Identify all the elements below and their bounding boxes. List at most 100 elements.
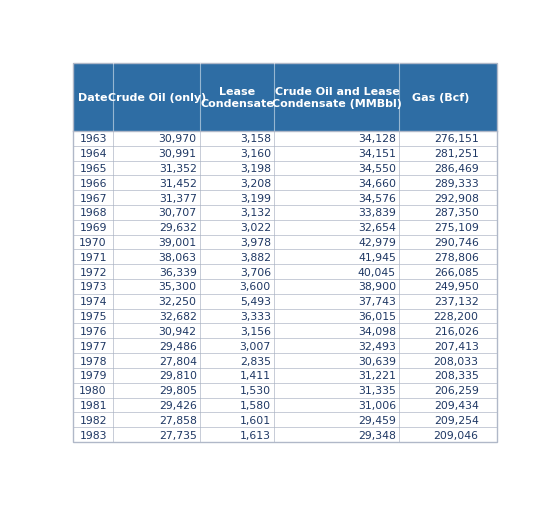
Text: 29,805: 29,805 bbox=[158, 385, 197, 395]
Bar bbox=[73, 132, 497, 146]
Text: 1973: 1973 bbox=[80, 282, 107, 292]
Bar bbox=[73, 280, 497, 294]
Text: 1967: 1967 bbox=[80, 193, 107, 203]
Text: 1970: 1970 bbox=[80, 237, 107, 247]
Text: 281,251: 281,251 bbox=[434, 149, 479, 159]
Text: 275,109: 275,109 bbox=[434, 223, 479, 233]
Text: 1971: 1971 bbox=[80, 252, 107, 263]
Text: 208,033: 208,033 bbox=[434, 356, 479, 366]
Text: 36,015: 36,015 bbox=[358, 312, 396, 322]
Text: 1,580: 1,580 bbox=[240, 400, 271, 410]
Text: 29,426: 29,426 bbox=[159, 400, 197, 410]
Text: 29,459: 29,459 bbox=[358, 415, 396, 425]
Text: 228,200: 228,200 bbox=[434, 312, 479, 322]
Text: 216,026: 216,026 bbox=[434, 326, 479, 336]
Text: 31,006: 31,006 bbox=[358, 400, 396, 410]
Text: 27,858: 27,858 bbox=[159, 415, 197, 425]
Text: Crude Oil and Lease
Condensate (MMBbl): Crude Oil and Lease Condensate (MMBbl) bbox=[272, 86, 402, 109]
Text: 290,746: 290,746 bbox=[434, 237, 479, 247]
Text: 207,413: 207,413 bbox=[434, 341, 479, 351]
Text: 289,333: 289,333 bbox=[434, 178, 479, 188]
Text: 206,259: 206,259 bbox=[434, 385, 479, 395]
Text: 209,046: 209,046 bbox=[434, 430, 479, 440]
Text: 32,250: 32,250 bbox=[158, 297, 197, 307]
Text: 1,601: 1,601 bbox=[240, 415, 271, 425]
Text: 1963: 1963 bbox=[80, 134, 107, 144]
Bar bbox=[73, 427, 497, 442]
Text: 1969: 1969 bbox=[80, 223, 107, 233]
Bar bbox=[73, 206, 497, 220]
Text: 1979: 1979 bbox=[80, 371, 107, 381]
Text: 237,132: 237,132 bbox=[434, 297, 479, 307]
Text: 292,908: 292,908 bbox=[434, 193, 479, 203]
Text: 1,613: 1,613 bbox=[240, 430, 271, 440]
Text: 38,063: 38,063 bbox=[158, 252, 197, 263]
Text: 1,530: 1,530 bbox=[240, 385, 271, 395]
Text: 3,978: 3,978 bbox=[240, 237, 271, 247]
Text: 29,348: 29,348 bbox=[358, 430, 396, 440]
Text: 3,706: 3,706 bbox=[240, 267, 271, 277]
Bar bbox=[73, 146, 497, 161]
Text: 36,339: 36,339 bbox=[159, 267, 197, 277]
Text: 3,208: 3,208 bbox=[240, 178, 271, 188]
Text: 30,942: 30,942 bbox=[158, 326, 197, 336]
Text: 209,254: 209,254 bbox=[434, 415, 479, 425]
Text: 1975: 1975 bbox=[80, 312, 107, 322]
Text: 5,493: 5,493 bbox=[240, 297, 271, 307]
Text: 30,639: 30,639 bbox=[358, 356, 396, 366]
Text: 266,085: 266,085 bbox=[434, 267, 479, 277]
Text: 1976: 1976 bbox=[80, 326, 107, 336]
Bar bbox=[73, 64, 497, 132]
Text: 209,434: 209,434 bbox=[434, 400, 479, 410]
Text: 2,835: 2,835 bbox=[240, 356, 271, 366]
Bar bbox=[73, 161, 497, 176]
Text: 1977: 1977 bbox=[80, 341, 107, 351]
Text: 29,810: 29,810 bbox=[158, 371, 197, 381]
Text: 34,151: 34,151 bbox=[358, 149, 396, 159]
Text: Lease
Condensate: Lease Condensate bbox=[200, 86, 274, 109]
Text: 1974: 1974 bbox=[80, 297, 107, 307]
Text: 249,950: 249,950 bbox=[434, 282, 479, 292]
Text: 39,001: 39,001 bbox=[158, 237, 197, 247]
Text: 38,900: 38,900 bbox=[358, 282, 396, 292]
Text: 278,806: 278,806 bbox=[434, 252, 479, 263]
Text: 1981: 1981 bbox=[80, 400, 107, 410]
Bar bbox=[73, 294, 497, 309]
Bar bbox=[73, 383, 497, 398]
Text: 30,991: 30,991 bbox=[158, 149, 197, 159]
Text: 3,882: 3,882 bbox=[240, 252, 271, 263]
Bar bbox=[73, 191, 497, 206]
Text: 3,156: 3,156 bbox=[240, 326, 271, 336]
Text: 3,198: 3,198 bbox=[240, 164, 271, 174]
Text: 41,945: 41,945 bbox=[358, 252, 396, 263]
Text: 37,743: 37,743 bbox=[358, 297, 396, 307]
Text: 29,486: 29,486 bbox=[159, 341, 197, 351]
Text: 3,007: 3,007 bbox=[240, 341, 271, 351]
Text: 32,654: 32,654 bbox=[358, 223, 396, 233]
Text: 42,979: 42,979 bbox=[358, 237, 396, 247]
Bar bbox=[73, 339, 497, 354]
Bar bbox=[73, 265, 497, 280]
Text: 1983: 1983 bbox=[80, 430, 107, 440]
Text: 34,660: 34,660 bbox=[358, 178, 396, 188]
Text: 34,576: 34,576 bbox=[358, 193, 396, 203]
Text: 3,333: 3,333 bbox=[240, 312, 271, 322]
Bar bbox=[73, 235, 497, 250]
Text: 34,098: 34,098 bbox=[358, 326, 396, 336]
Bar bbox=[73, 250, 497, 265]
Text: 31,352: 31,352 bbox=[159, 164, 197, 174]
Text: 3,158: 3,158 bbox=[240, 134, 271, 144]
Text: 1965: 1965 bbox=[80, 164, 107, 174]
Bar bbox=[73, 176, 497, 191]
Bar bbox=[73, 368, 497, 383]
Text: 1980: 1980 bbox=[80, 385, 107, 395]
Text: Date: Date bbox=[78, 93, 108, 103]
Text: Crude Oil (only): Crude Oil (only) bbox=[107, 93, 206, 103]
Text: 31,221: 31,221 bbox=[358, 371, 396, 381]
Text: 286,469: 286,469 bbox=[434, 164, 479, 174]
Bar bbox=[73, 354, 497, 368]
Text: 34,128: 34,128 bbox=[358, 134, 396, 144]
Bar bbox=[73, 413, 497, 427]
Bar bbox=[73, 398, 497, 413]
Text: 1982: 1982 bbox=[80, 415, 107, 425]
